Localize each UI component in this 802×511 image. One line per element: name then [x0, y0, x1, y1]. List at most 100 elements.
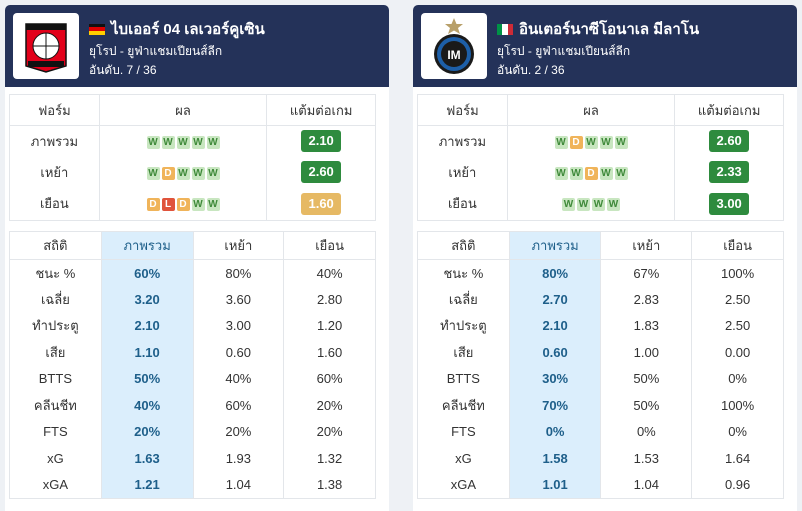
ppg-badge: 2.10	[301, 130, 342, 153]
results-header: ผล	[507, 94, 676, 126]
team-logo[interactable]: IM	[421, 13, 487, 79]
result-chip[interactable]: D	[146, 198, 160, 212]
result-chip[interactable]: W	[599, 135, 613, 149]
result-chip[interactable]: W	[206, 198, 220, 212]
stat-overall: 3.20	[101, 286, 193, 313]
result-chip[interactable]: D	[161, 166, 175, 180]
stat-label: คลีนชีท	[417, 392, 510, 419]
home-header[interactable]: เหย้า	[600, 231, 693, 260]
stat-row: ชนะ % 80% 67% 100%	[417, 259, 784, 286]
result-chip[interactable]: W	[146, 135, 160, 149]
form-chips: W W D W W	[554, 166, 628, 180]
team-name[interactable]: ไบเออร์ 04 เลเวอร์คูเซิน	[111, 21, 265, 38]
stat-row: FTS 0% 0% 0%	[417, 418, 784, 445]
stat-away: 20%	[316, 397, 343, 413]
result-chip[interactable]: W	[206, 135, 220, 149]
stat-row: เสีย 0.60 1.00 0.00	[417, 339, 784, 366]
result-chip[interactable]: W	[599, 166, 613, 180]
result-chip[interactable]: W	[584, 135, 598, 149]
stat-away: 0.00	[724, 344, 751, 360]
stat-away: 0.96	[724, 477, 751, 492]
ppg-badge: 1.60	[301, 192, 342, 215]
ppg-badge: 2.33	[709, 161, 750, 183]
stat-label: xG	[9, 445, 102, 472]
home-header[interactable]: เหย้า	[192, 231, 285, 260]
result-chip[interactable]: W	[191, 135, 205, 149]
stat-overall: 30%	[509, 365, 601, 392]
form-row-label: ภาพรวม	[417, 125, 508, 157]
stat-home: 60%	[192, 392, 285, 419]
stat-label: เฉลี่ย	[9, 286, 102, 313]
stat-home: 1.04	[600, 471, 693, 498]
ppg-badge: 2.60	[709, 130, 750, 153]
result-chip[interactable]: W	[569, 166, 583, 180]
stat-row: BTTS 30% 50% 0%	[417, 365, 784, 392]
form-row-label: เหย้า	[417, 156, 508, 188]
overall-header[interactable]: ภาพรวม	[101, 231, 193, 260]
stat-away: 0%	[728, 424, 747, 440]
result-chip[interactable]: W	[146, 166, 160, 180]
league-rank: อันดับ. 2 / 36	[497, 63, 565, 77]
stat-home: 80%	[192, 259, 285, 286]
stat-home: 1.00	[600, 339, 693, 366]
ppg-header: แต้มต่อเกม	[674, 94, 784, 126]
stat-home: 1.53	[600, 445, 693, 472]
germany-flag-icon	[89, 23, 105, 35]
form-row-label: ภาพรวม	[9, 125, 100, 157]
result-chip[interactable]: W	[206, 166, 220, 180]
stat-away: 40%	[316, 265, 343, 281]
result-chip[interactable]: D	[584, 166, 598, 180]
stat-row: เฉลี่ย 3.20 3.60 2.80	[9, 286, 376, 313]
stat-overall: 40%	[101, 392, 193, 419]
away-header[interactable]: เยือน	[283, 231, 376, 260]
away-header[interactable]: เยือน	[691, 231, 784, 260]
result-chip[interactable]: W	[607, 198, 621, 212]
stat-overall: 1.10	[101, 339, 193, 366]
result-chip[interactable]: W	[554, 135, 568, 149]
result-chip[interactable]: W	[161, 135, 175, 149]
stat-overall: 2.10	[101, 312, 193, 339]
stat-home: 0.60	[192, 339, 285, 366]
result-chip[interactable]: W	[554, 166, 568, 180]
result-chip[interactable]: W	[191, 198, 205, 212]
overall-header[interactable]: ภาพรวม	[509, 231, 601, 260]
league-name: ยุโรป - ยูฟ่าแชมเปียนส์ลีก	[89, 44, 223, 58]
result-chip[interactable]: W	[592, 198, 606, 212]
result-chip[interactable]: W	[562, 198, 576, 212]
stat-row: BTTS 50% 40% 60%	[9, 365, 376, 392]
result-chip[interactable]: W	[614, 135, 628, 149]
stat-away: 0%	[728, 371, 747, 387]
stat-home: 1.93	[192, 445, 285, 472]
form-row-label: เยือน	[417, 187, 508, 221]
result-chip[interactable]: L	[161, 198, 175, 212]
stat-label: ทำประตู	[417, 312, 510, 339]
stat-overall: 1.21	[101, 471, 193, 498]
stat-home: 50%	[600, 392, 693, 419]
ppg-header: แต้มต่อเกม	[266, 94, 376, 126]
stat-label: xG	[417, 445, 510, 472]
result-chip[interactable]: D	[176, 198, 190, 212]
stats-table: สถิติ ภาพรวม เหย้า เยือน ชนะ % 60% 80% 40% …	[9, 231, 376, 499]
stat-home: 2.83	[600, 286, 693, 313]
result-chip[interactable]: W	[176, 166, 190, 180]
stat-away: 60%	[316, 371, 343, 387]
stat-away: 100%	[720, 265, 755, 281]
stat-row: ทำประตู 2.10 1.83 2.50	[417, 312, 784, 339]
result-chip[interactable]: D	[569, 135, 583, 149]
stat-row: FTS 20% 20% 20%	[9, 418, 376, 445]
result-chip[interactable]: W	[176, 135, 190, 149]
result-chip[interactable]: W	[614, 166, 628, 180]
result-chip[interactable]: W	[577, 198, 591, 212]
stat-row: xG 1.63 1.93 1.32	[9, 445, 376, 472]
form-row-home: เหย้า W D W W W 2.60	[9, 156, 376, 188]
stat-label: เสีย	[417, 339, 510, 366]
result-chip[interactable]: W	[191, 166, 205, 180]
svg-text:IM: IM	[447, 48, 460, 62]
stat-row: xG 1.58 1.53 1.64	[417, 445, 784, 472]
team-logo[interactable]	[13, 13, 79, 79]
form-table: ฟอร์ม ผล แต้มต่อเกม ภาพรวม W D W W W 2.6…	[417, 94, 784, 221]
stat-overall: 50%	[101, 365, 193, 392]
stat-overall: 1.01	[509, 471, 601, 498]
stats-table: สถิติ ภาพรวม เหย้า เยือน ชนะ % 80% 67% 100%…	[417, 231, 784, 499]
team-name[interactable]: อินเตอร์นาซีโอนาเล มีลาโน	[519, 21, 700, 38]
